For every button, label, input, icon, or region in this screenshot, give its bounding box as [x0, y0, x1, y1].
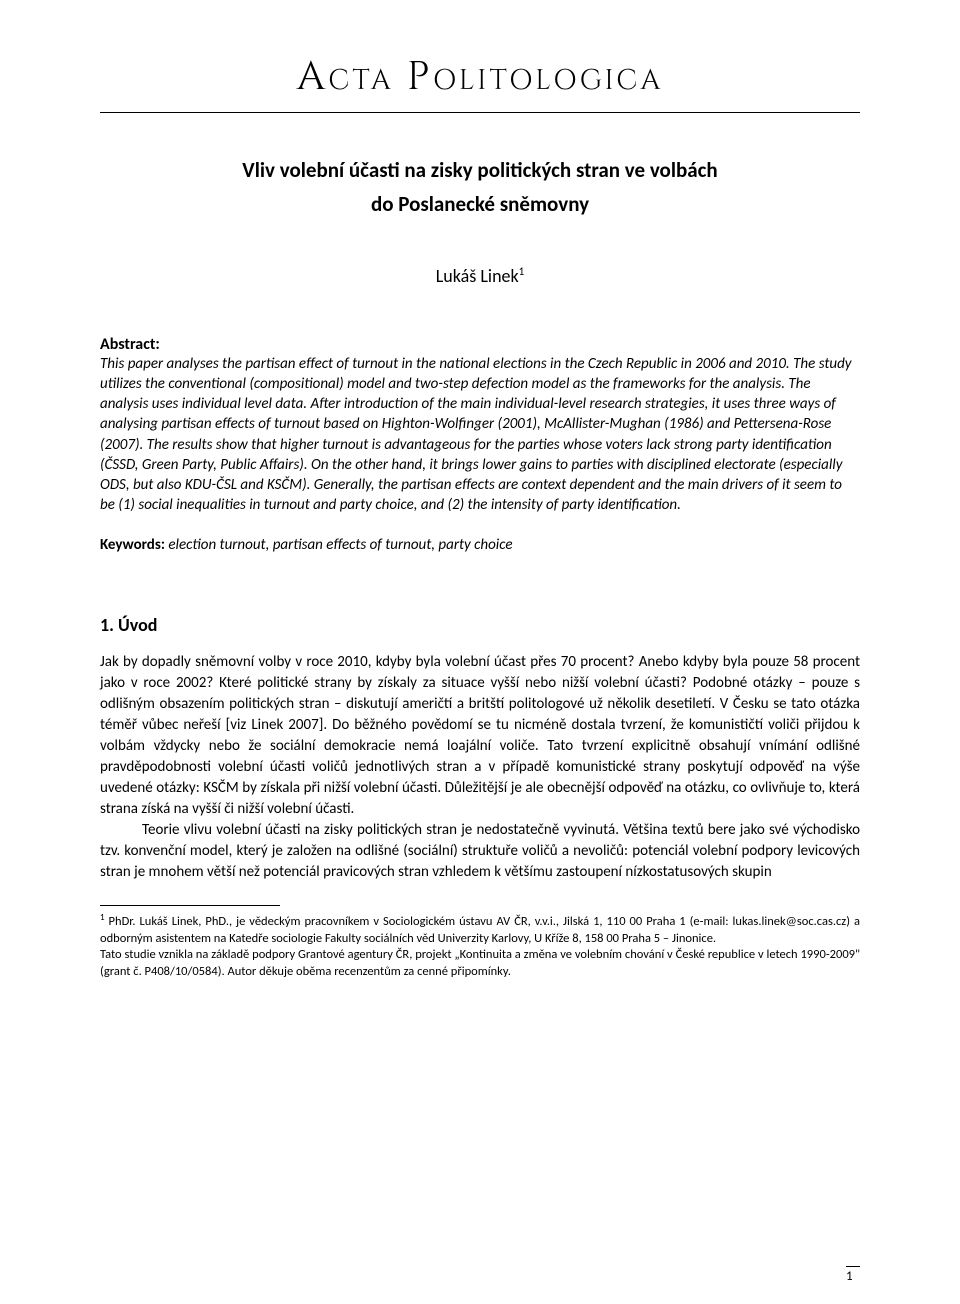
footnote-block: 1 PhDr. Lukáš Linek, PhD., je vědeckým p… [100, 912, 860, 982]
abstract-label: Abstract: [100, 335, 160, 354]
author-footnote-ref: 1 [519, 265, 525, 278]
abstract-text: This paper analyses the partisan effect … [100, 355, 852, 515]
abstract-section: Abstract: This paper analyses the partis… [100, 335, 860, 516]
author-name: Lukáš Linek [436, 265, 519, 287]
page-number-rule [846, 1266, 860, 1267]
page-number: 1 [846, 1269, 853, 1284]
article-title-line2: do Poslanecké sněmovny [100, 191, 860, 217]
keywords-text: election turnout, partisan effects of tu… [165, 536, 513, 554]
keywords-section: Keywords: election turnout, partisan eff… [100, 536, 860, 554]
title-rule [100, 112, 860, 113]
para2-text: Teorie vlivu volební účasti na zisky pol… [100, 821, 860, 881]
footnote-text-2: Tato studie vznikla na základě podpory G… [100, 947, 860, 979]
page-number-block: 1 [846, 1266, 860, 1284]
keywords-label: Keywords: [100, 536, 165, 554]
section-heading-1: 1. Úvod [100, 614, 860, 636]
author-line: Lukáš Linek1 [100, 265, 860, 287]
article-title-line1: Vliv volební účasti na zisky politických… [100, 155, 860, 187]
para1-text: Jak by dopadly sněmovní volby v roce 201… [100, 653, 860, 818]
footnote-text-1: PhDr. Lukáš Linek, PhD., je vědeckým pra… [100, 914, 860, 946]
footnote-rule [100, 905, 280, 906]
abstract-block: Abstract: This paper analyses the partis… [100, 335, 860, 516]
body-paragraph-1: Jak by dopadly sněmovní volby v roce 201… [100, 652, 860, 883]
journal-title: Acta Politologica [100, 50, 860, 104]
